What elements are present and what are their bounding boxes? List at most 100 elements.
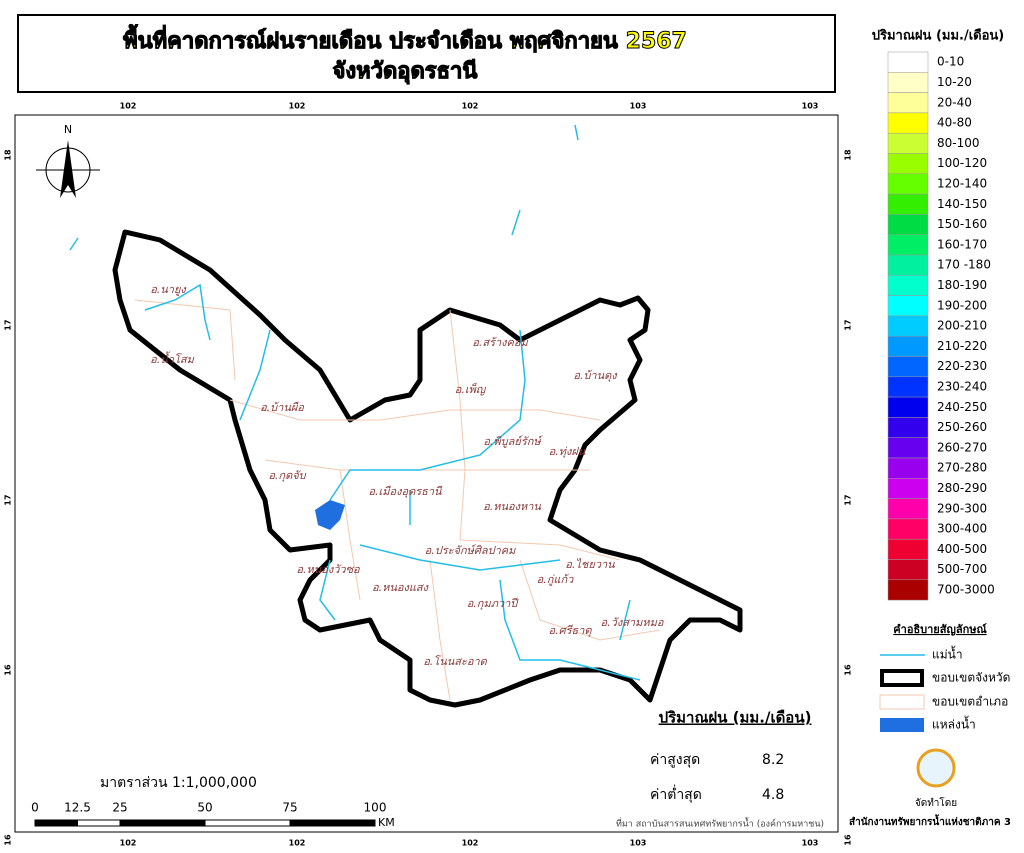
stats-label: ค่าต่ำสุด [650,785,702,803]
north-arrow [36,140,100,198]
district-label: อ.วังสามหมอ [601,616,664,629]
scale-segment [34,819,78,827]
coord-label: 103 [630,102,647,111]
scale-text: มาตราส่วน 1:1,000,000 [100,775,257,791]
producer-name: สำนักงานทรัพยากรน้ำแห่งชาติภาค 3 [849,814,1011,828]
legend-swatch [887,214,929,235]
coord-label: 102 [462,839,479,848]
coord-label: 102 [120,839,137,848]
legend-swatch [887,478,929,499]
legend-swatch [887,498,929,520]
district-label: อ.หนองแสง [372,581,430,594]
district-label: อ.เมืองอุดรธานี [368,485,443,498]
legend-label: 190-200 [937,298,987,312]
district-label: อ.น้ำโสม [150,351,194,366]
rain-legend-title: ปริมาณฝน (มม./เดือน) [872,28,1004,44]
coord-label: 102 [120,102,137,111]
district-label: อ.ทุ่งฝน [549,445,586,458]
district-label: อ.โนนสะอาด [423,655,487,668]
legend-swatch [887,51,929,73]
coord-label: 17 [4,319,13,330]
scale-tick-label: 75 [282,801,297,815]
legend-label: 270-280 [937,461,987,475]
legend-label: 0-10 [937,55,964,69]
coord-label: 17 [844,494,853,505]
coord-label: 18 [844,149,853,161]
legend-swatch [887,173,929,195]
stats-value: 8.2 [762,752,784,768]
coord-label: 16 [4,664,13,676]
legend-swatch [887,396,929,418]
legend-swatch [887,335,929,357]
scale-segment [204,819,291,827]
legend-swatch [887,437,929,459]
district-label: อ.กุมภวาปี [467,597,520,610]
legend-swatch [887,315,929,337]
coord-label: 103 [802,102,819,111]
legend-swatch [887,92,929,114]
coord-label: 16 [844,664,853,676]
legend-label: 140-150 [937,197,987,211]
district-label: อ.ประจักษ์ศิลปาคม [425,544,516,557]
legend-swatch [887,579,929,601]
logo [916,748,956,788]
district-label: อ.บ้านดุง [573,369,618,382]
district-label: อ.นายูง [150,283,187,296]
coord-label: 17 [4,494,13,505]
scale-tick-label: 25 [112,801,127,815]
coord-label: 102 [462,102,479,111]
legend-label: ขอบเขตอำเภอ [932,695,1008,709]
rivers [69,124,641,681]
legend-swatch [887,417,929,438]
symbol-legend-title: คำอธิบายสัญลักษณ์ [893,623,987,636]
legend-label: ขอบเขตจังหวัด [932,671,1010,685]
legend-swatch [887,295,929,317]
legend-swatch [887,153,929,175]
producer-label: จัดทำโดย [915,796,957,809]
legend-label: 40-80 [937,116,972,130]
scale-segment [119,819,206,827]
scale-segment [77,819,121,827]
coord-label: 18 [4,149,13,161]
legend-label: 100-120 [937,156,987,170]
scale-tick-label: 100 [364,801,387,815]
scale-tick-label: 12.5 [64,801,91,815]
legend-label: 290-300 [937,501,987,515]
water-symbol [880,718,924,732]
coord-label: 102 [289,102,306,111]
north-label: N [64,123,72,136]
legend-label: 300-400 [937,522,987,536]
reservoir [315,500,345,530]
legend-label: 80-100 [937,136,980,150]
subtitle: จังหวัดอุดรธานี [333,59,478,85]
coord-label: 102 [289,839,306,848]
source: ที่มา สถาบันสารสนเทศทรัพยากรน้ำ (องค์การ… [616,817,824,830]
legend-label: แม่น้ำ [932,646,963,662]
coord-label: 17 [844,319,853,330]
province-symbol [880,669,924,687]
legend-swatch [887,193,929,215]
legend-swatch [887,254,929,276]
legend-label: 260-270 [937,440,987,454]
district-label: อ.หนองวัวซอ [296,563,360,576]
scale-tick-label: 0 [31,801,39,815]
legend-label: 210-220 [937,339,987,353]
legend-label: 250-260 [937,420,987,434]
legend-label: 700-3000 [937,582,995,596]
coord-label: 16 [4,834,13,846]
legend-swatch [887,234,929,256]
coord-label: 103 [802,839,819,848]
legend-swatch [887,518,929,540]
legend-label: 500-700 [937,562,987,576]
district-label: อ.ศรีธาตุ [548,624,592,637]
legend-swatch [887,356,929,378]
legend-label: 220-230 [937,359,987,373]
legend-label: 170 -180 [937,258,991,272]
district-label: อ.เพ็ญ [455,382,487,396]
legend-label: 400-500 [937,542,987,556]
title-box [17,14,836,93]
legend-label: 120-140 [937,176,987,190]
title: พื้นที่คาดการณ์ฝนรายเดือน ประจำเดือน พฤศ… [123,24,687,54]
district-label: อ.ไชยวาน [565,558,615,571]
